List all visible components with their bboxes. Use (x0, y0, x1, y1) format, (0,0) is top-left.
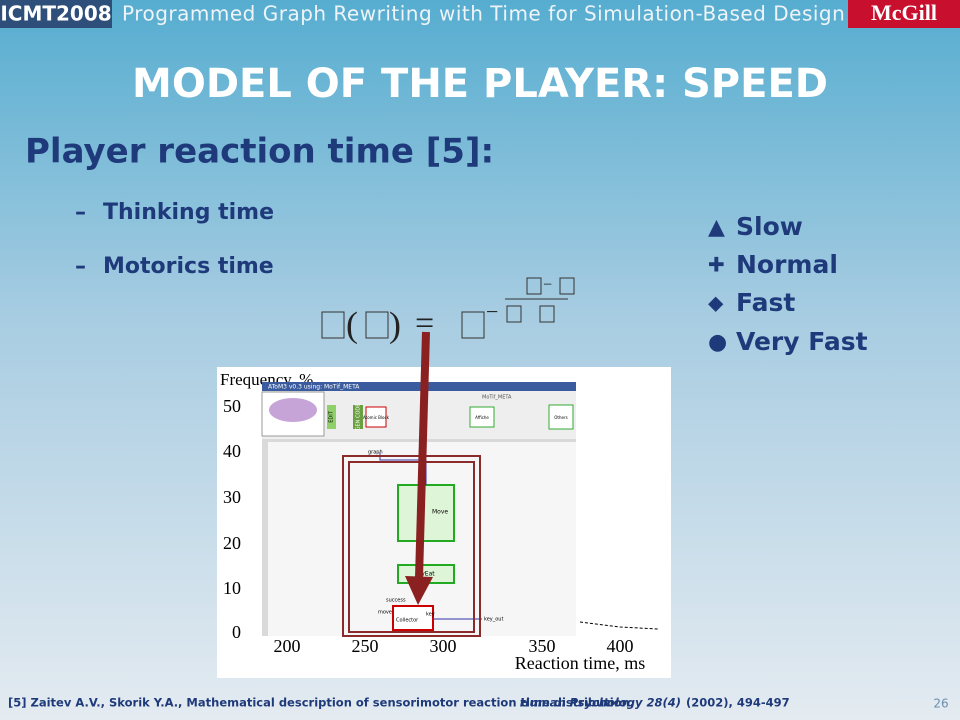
legend-symbol: ✚ (708, 253, 725, 277)
atom-logo (269, 398, 317, 422)
port-label: move (378, 610, 392, 616)
highlight-outer (342, 455, 481, 637)
port-label: success (386, 598, 406, 604)
journal: Human Psychology 28(4) (520, 696, 681, 710)
x-tick: 300 (430, 636, 457, 656)
x-tick: 350 (529, 636, 556, 656)
button-label: Affiche (475, 415, 489, 420)
button (353, 405, 363, 429)
block-label: Collector (396, 618, 419, 624)
y-tick: 50 (223, 396, 241, 416)
block-label: Move (432, 509, 448, 516)
x-tick: 400 (607, 636, 634, 656)
header-title: Programmed Graph Rewriting with Time for… (122, 2, 845, 26)
y-tick: 40 (223, 441, 241, 461)
page-number: 26 (933, 697, 948, 711)
legend-text: Slow (736, 212, 803, 241)
window-bar (262, 382, 576, 391)
x-tick: 200 (274, 636, 301, 656)
arrow-head (405, 576, 433, 605)
legend-text: Very Fast (736, 327, 868, 356)
glyph-box (321, 311, 345, 339)
legend-text: Fast (736, 288, 795, 317)
block-label: TryEat (415, 571, 435, 578)
formula-minus: − (486, 299, 498, 324)
arrow-shaft (415, 331, 430, 579)
button-label: Others (554, 415, 567, 420)
y-tick: 0 (232, 622, 241, 642)
button (548, 404, 574, 430)
bullet-marker: – (75, 200, 86, 225)
badge-box (0, 0, 112, 28)
y-tick: 30 (223, 487, 241, 507)
window-title: AToM3 v0.3 using: MoTif_META (268, 384, 360, 391)
button (327, 405, 336, 429)
formula-open: ( (346, 304, 358, 344)
glyph-box (461, 311, 485, 339)
glyph-box (506, 305, 522, 323)
button (469, 406, 495, 428)
x-label: Reaction time, ms (515, 653, 645, 673)
block (397, 484, 455, 542)
glyph-box (365, 311, 389, 339)
glyph-box (526, 277, 542, 295)
slide-title: MODEL OF THE PLAYER: SPEED (132, 61, 828, 107)
highlight-inner (348, 461, 475, 633)
legend-symbol: ◆ (708, 291, 724, 315)
bullet-text: Thinking time (103, 200, 274, 225)
block (392, 605, 434, 631)
badge: ICMT2008 (0, 2, 111, 26)
port-label: graph (368, 450, 383, 456)
heading: Player reaction time [5]: (25, 132, 494, 172)
toolbar-title: MoTif_META (482, 395, 512, 401)
bullet-text: Motorics time (103, 254, 274, 279)
button-label: GEN CODE (356, 404, 362, 431)
y-tick: 10 (223, 578, 241, 598)
y-tick: 20 (223, 533, 241, 553)
reference: [5] Zaitev A.V., Skorik Y.A., Mathematic… (8, 696, 634, 710)
figure: Frequency, % 0 10 20 30 40 50 200 250 30… (217, 367, 671, 678)
curve-fragment (579, 621, 659, 630)
button-label: EDIT (329, 410, 335, 422)
legend-text: Normal (736, 250, 838, 279)
button-label: Atomic Block (363, 415, 390, 420)
reference-details: (2002), 494-497 (686, 696, 790, 710)
logo: McGill (871, 0, 937, 25)
glyph-box (539, 305, 555, 323)
x-tick: 250 (352, 636, 379, 656)
port-label: key (426, 612, 435, 618)
button (365, 406, 387, 428)
formula-close: ) (389, 304, 401, 344)
logo-box (848, 0, 960, 28)
port-label: key_out (484, 617, 503, 623)
formula (321, 277, 575, 339)
formula-minus: − (543, 277, 552, 294)
legend-symbol: ● (708, 330, 727, 355)
legend-symbol: ▲ (708, 215, 725, 240)
bullet-marker: – (75, 254, 86, 279)
glyph-box (559, 277, 575, 295)
